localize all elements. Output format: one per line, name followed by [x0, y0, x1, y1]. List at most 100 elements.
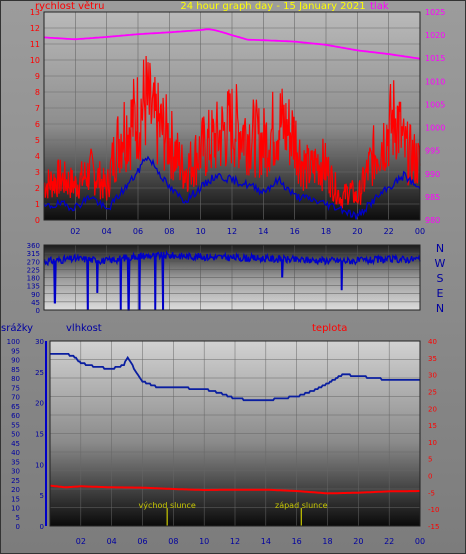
x-tick-label: 12	[230, 537, 240, 546]
x-tick-label: 02	[70, 227, 80, 236]
precipitation-tick-label: 80	[11, 375, 20, 383]
wind-chart-series	[43, 28, 421, 220]
x-tick-label: 14	[258, 227, 268, 236]
x-tick-label: 14	[261, 537, 271, 546]
direction-tick-label: 315	[27, 250, 40, 258]
wind-speed-tick-label: 3	[35, 168, 40, 177]
precipitation-tick-label: 50	[11, 431, 20, 439]
x-tick-label: 20	[352, 227, 362, 236]
temperature-axis: -15 -10 -5 0 5 10 15 20 25 30 35 40	[428, 338, 439, 531]
wind-chart-x-axis: 02 04 06 08 10 12 14 16 18 20 22 00	[70, 227, 425, 236]
precipitation-tick-label: 35	[11, 458, 20, 466]
pressure-tick-label: 990	[425, 170, 440, 179]
direction-tick-label: 45	[31, 299, 40, 307]
wind-average-series	[43, 155, 421, 220]
x-tick-label: 10	[196, 227, 206, 236]
temperature-series	[49, 484, 420, 495]
humidity-chart-series	[49, 353, 420, 495]
x-tick-label: 06	[137, 537, 147, 546]
wind-speed-tick-label: 0	[35, 216, 40, 225]
wind-speed-tick-label: 7	[35, 104, 40, 113]
wind-speed-tick-label: 4	[35, 152, 40, 161]
temperature-tick-label: -15	[428, 523, 439, 531]
precipitation-tick-label: 45	[11, 440, 20, 448]
humidity-tick-label: 15	[35, 431, 44, 439]
humidity-tick-label: 5	[40, 492, 44, 500]
precipitation-tick-label: 90	[11, 357, 20, 365]
x-tick-label: 08	[164, 227, 174, 236]
x-tick-label: 16	[292, 537, 302, 546]
direction-tick-label: 90	[31, 291, 40, 299]
pressure-series	[43, 28, 421, 60]
precipitation-tick-label: 70	[11, 394, 20, 402]
wind-speed-tick-label: 9	[35, 72, 40, 81]
x-tick-label: 10	[199, 537, 209, 546]
precipitation-axis-label: srážky	[1, 322, 33, 334]
wind-speed-tick-label: 13	[30, 8, 40, 17]
pressure-tick-label: 1000	[425, 124, 445, 133]
humidity-chart-border	[49, 340, 421, 527]
wind-speed-tick-label: 2	[35, 184, 40, 193]
x-tick-label: 02	[76, 537, 86, 546]
x-tick-label: 08	[168, 537, 178, 546]
wind-direction-series	[43, 249, 421, 311]
humidity-tick-label: 20	[35, 400, 44, 408]
temperature-tick-label: 25	[428, 388, 437, 396]
temperature-axis-label: teplota	[312, 323, 347, 334]
temperature-tick-label: 10	[428, 439, 437, 447]
wind-speed-tick-label: 10	[30, 56, 40, 65]
precipitation-tick-label: 55	[11, 421, 20, 429]
precipitation-tick-label: 0	[16, 523, 20, 531]
temperature-tick-label: 35	[428, 355, 437, 363]
x-tick-label: 12	[227, 227, 237, 236]
compass-label: E	[437, 287, 444, 300]
temperature-tick-label: 30	[428, 372, 437, 380]
precipitation-tick-label: 40	[11, 449, 20, 457]
x-tick-label: 22	[384, 537, 394, 546]
compass-label: N	[436, 242, 444, 255]
temperature-tick-label: 0	[428, 473, 432, 481]
temperature-tick-label: -5	[428, 489, 435, 497]
pressure-tick-label: 980	[425, 216, 440, 225]
pressure-tick-label: 1020	[425, 31, 445, 40]
wind-speed-tick-label: 5	[35, 136, 40, 145]
humidity-temperature-chart: východ slunce západ slunce 05101520253035…	[1, 322, 439, 546]
precipitation-tick-label: 75	[11, 384, 20, 392]
precipitation-tick-label: 10	[11, 505, 20, 513]
humidity-axis: 0 5 10 15 20 25 30	[35, 338, 47, 531]
precipitation-tick-label: 60	[11, 412, 20, 420]
sun-event-label: západ slunce	[275, 501, 328, 510]
compass-label: N	[436, 302, 444, 315]
x-tick-label: 16	[290, 227, 300, 236]
humidity-series	[50, 353, 420, 402]
temperature-tick-label: 15	[428, 422, 437, 430]
wind-gust-series	[43, 55, 421, 209]
direction-tick-label: 0	[36, 307, 40, 315]
precipitation-tick-label: 5	[16, 514, 20, 522]
direction-tick-label: 225	[27, 266, 40, 274]
x-tick-label: 20	[353, 537, 363, 546]
wind-speed-tick-label: 6	[35, 120, 40, 129]
humidity-tick-label: 30	[35, 338, 44, 346]
wind-chart-border	[43, 11, 421, 221]
compass-label: W	[435, 257, 446, 270]
precipitation-tick-label: 25	[11, 477, 20, 485]
pressure-tick-label: 985	[425, 193, 440, 202]
sun-event-label: východ slunce	[139, 501, 196, 510]
precipitation-tick-label: 85	[11, 366, 20, 374]
direction-tick-label: 270	[27, 258, 40, 266]
pressure-axis: 980 985 990 995 1000 1005 1010 1015 1020 1025	[425, 8, 445, 225]
temperature-tick-label: 5	[428, 456, 432, 464]
humidity-tick-label: 10	[35, 461, 44, 469]
pressure-tick-label: 1015	[425, 54, 445, 63]
precipitation-tick-label: 15	[11, 495, 20, 503]
temperature-tick-label: 40	[428, 338, 437, 346]
sun-events: východ slunce západ slunce	[139, 501, 328, 526]
x-tick-label: 06	[133, 227, 143, 236]
wind-speed-tick-label: 1	[35, 200, 40, 209]
